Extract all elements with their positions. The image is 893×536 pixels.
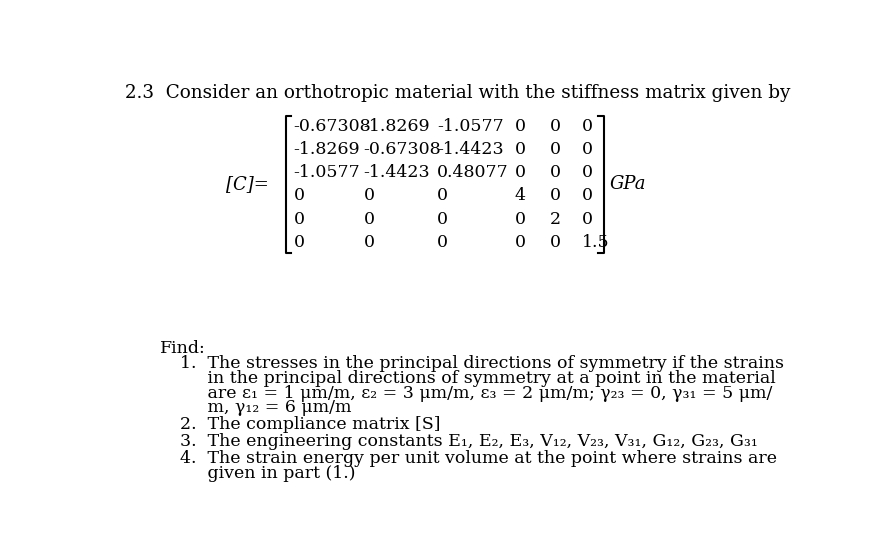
Text: -0.67308: -0.67308 [294, 118, 371, 135]
Text: 0: 0 [582, 118, 593, 135]
Text: 0: 0 [363, 188, 374, 205]
Text: -1.4423: -1.4423 [363, 165, 430, 181]
Text: 0: 0 [438, 188, 448, 205]
Text: 2.3  Consider an orthotropic material with the stiffness matrix given by: 2.3 Consider an orthotropic material wit… [125, 84, 790, 102]
Text: 0: 0 [363, 211, 374, 228]
Text: 0: 0 [294, 211, 305, 228]
Text: 0: 0 [514, 165, 526, 181]
Text: 0: 0 [582, 211, 593, 228]
Text: 4.  The strain energy per unit volume at the point where strains are: 4. The strain energy per unit volume at … [179, 450, 777, 467]
Text: Find:: Find: [160, 340, 205, 357]
Text: 0: 0 [582, 165, 593, 181]
Text: 2.  The compliance matrix [S]: 2. The compliance matrix [S] [179, 416, 440, 433]
Text: 4: 4 [514, 188, 526, 205]
Text: 3.  The engineering constants E₁, E₂, E₃, V₁₂, V₂₃, V₃₁, G₁₂, G₂₃, G₃₁: 3. The engineering constants E₁, E₂, E₃,… [179, 433, 757, 450]
Text: -1.4423: -1.4423 [438, 142, 504, 158]
Text: 0: 0 [514, 118, 526, 135]
Text: -1.0577: -1.0577 [438, 118, 504, 135]
Text: 0: 0 [549, 188, 561, 205]
Text: 0: 0 [514, 142, 526, 158]
Text: 0: 0 [549, 118, 561, 135]
Text: 0: 0 [549, 142, 561, 158]
Text: 0: 0 [363, 234, 374, 251]
Text: 1.5: 1.5 [582, 234, 610, 251]
Text: 0: 0 [582, 142, 593, 158]
Text: -1.0577: -1.0577 [294, 165, 361, 181]
Text: [C]=: [C]= [226, 175, 269, 193]
Text: are ε₁ = 1 μm/m, ε₂ = 3 μm/m, ε₃ = 2 μm/m; γ₂₃ = 0, γ₃₁ = 5 μm/: are ε₁ = 1 μm/m, ε₂ = 3 μm/m, ε₃ = 2 μm/… [179, 385, 772, 401]
Text: 0: 0 [549, 165, 561, 181]
Text: -1.8269: -1.8269 [363, 118, 430, 135]
Text: 1.  The stresses in the principal directions of symmetry if the strains: 1. The stresses in the principal directi… [179, 355, 784, 373]
Text: 0: 0 [294, 188, 305, 205]
Text: 0: 0 [438, 234, 448, 251]
Text: 0: 0 [514, 234, 526, 251]
Text: -1.8269: -1.8269 [294, 142, 361, 158]
Text: 0: 0 [294, 234, 305, 251]
Text: in the principal directions of symmetry at a point in the material: in the principal directions of symmetry … [179, 370, 776, 387]
Text: 0.48077: 0.48077 [438, 165, 509, 181]
Text: 2: 2 [549, 211, 561, 228]
Text: given in part (1.): given in part (1.) [179, 465, 355, 482]
Text: 0: 0 [438, 211, 448, 228]
Text: m, γ₁₂ = 6 μm/m: m, γ₁₂ = 6 μm/m [179, 399, 351, 416]
Text: -0.67308: -0.67308 [363, 142, 441, 158]
Text: 0: 0 [582, 188, 593, 205]
Text: 0: 0 [549, 234, 561, 251]
Text: GPa: GPa [609, 175, 646, 193]
Text: 0: 0 [514, 211, 526, 228]
